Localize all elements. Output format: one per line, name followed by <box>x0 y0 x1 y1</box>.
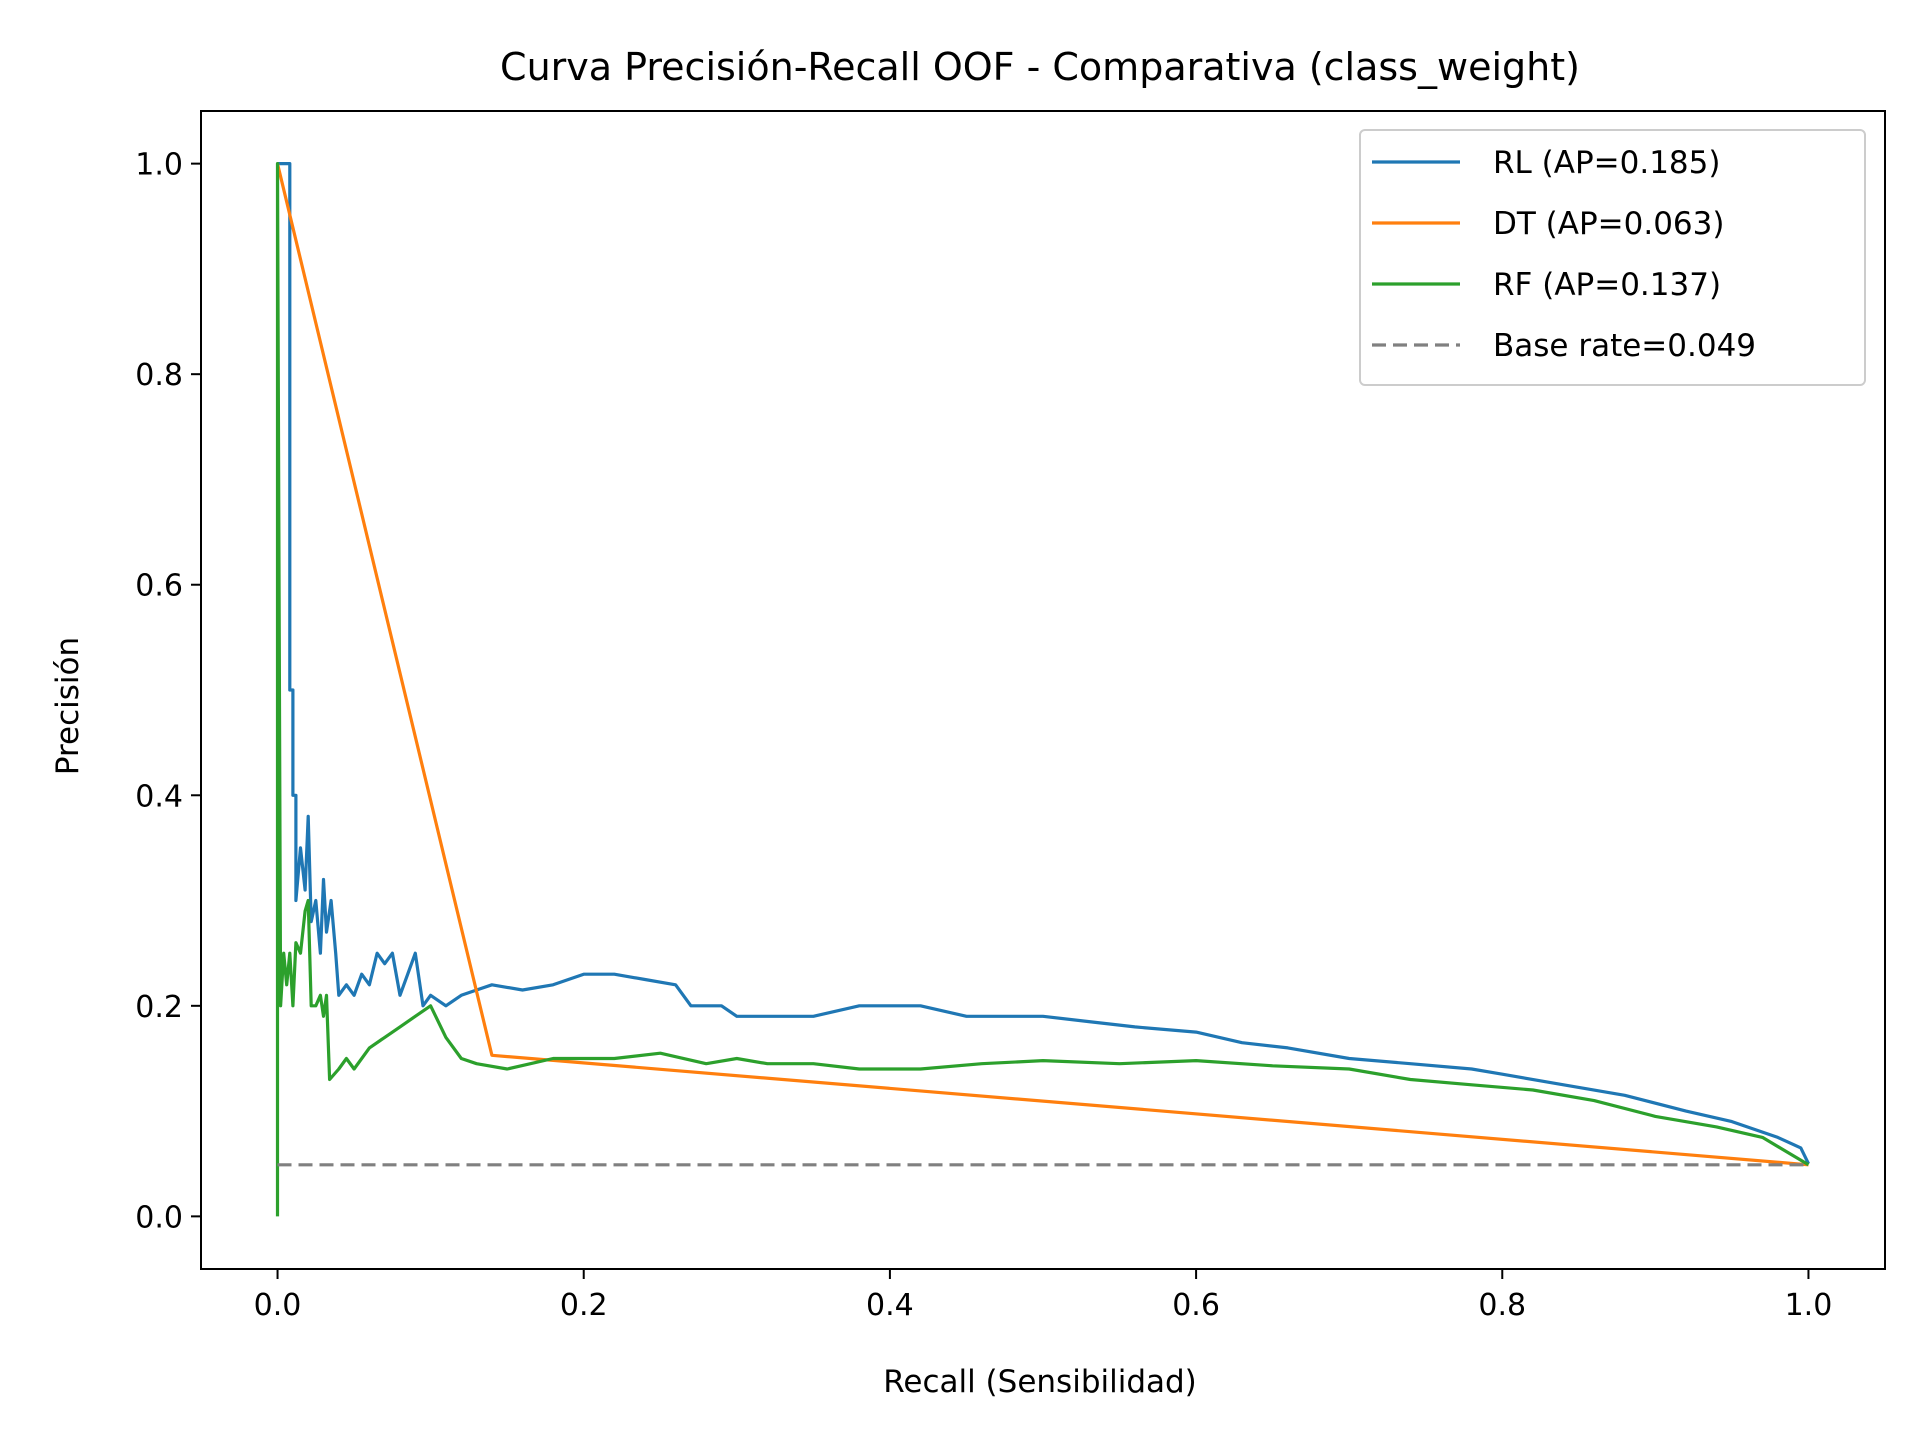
legend-label-0: RL (AP=0.185) <box>1493 145 1720 181</box>
y-tick-label: 1.0 <box>135 148 183 183</box>
x-tick-label: 0.4 <box>866 1288 914 1323</box>
y-axis-label: Precisión <box>50 637 86 775</box>
x-tick-label: 0.6 <box>1172 1288 1220 1323</box>
y-tick-label: 0.6 <box>135 569 183 604</box>
chart-title: Curva Precisión-Recall OOF - Comparativa… <box>500 45 1580 89</box>
legend: RL (AP=0.185) DT (AP=0.063) RF (AP=0.137) B… <box>1359 129 1866 386</box>
y-tick-label: 0.4 <box>135 779 183 814</box>
series-line-1 <box>275 163 1809 1167</box>
x-tick-label: 1.0 <box>1785 1288 1833 1323</box>
y-tick-label: 0.8 <box>135 358 183 393</box>
x-axis-ticks: 0.0 0.2 0.4 0.6 0.8 1.0 <box>254 1269 1833 1323</box>
legend-label-3: Base rate=0.049 <box>1493 328 1756 364</box>
legend-label-1: DT (AP=0.063) <box>1493 206 1724 242</box>
legend-label-2: RF (AP=0.137) <box>1493 267 1721 303</box>
series-line-2 <box>275 162 1810 1217</box>
x-tick-label: 0.0 <box>254 1288 302 1323</box>
y-tick-label: 0.2 <box>135 990 183 1025</box>
y-axis-ticks: 0.0 0.2 0.4 0.6 0.8 1.0 <box>135 148 201 1235</box>
series-line-0 <box>277 162 1810 1165</box>
y-tick-label: 0.0 <box>135 1200 183 1235</box>
plot-frame <box>200 110 1886 1270</box>
x-axis-label: Recall (Sensibilidad) <box>883 1364 1197 1400</box>
series-layer <box>275 162 1810 1217</box>
x-tick-label: 0.8 <box>1478 1288 1526 1323</box>
legend-box <box>1359 129 1866 386</box>
x-tick-label: 0.2 <box>560 1288 608 1323</box>
